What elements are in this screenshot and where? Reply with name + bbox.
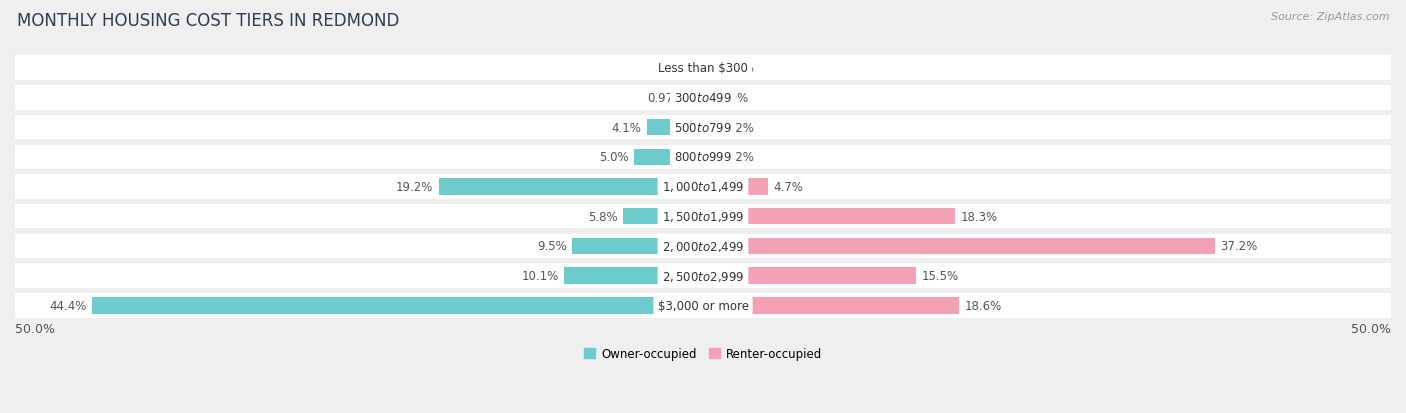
- Text: 19.2%: 19.2%: [396, 180, 433, 194]
- Text: 18.6%: 18.6%: [965, 299, 1001, 312]
- Text: 10.1%: 10.1%: [522, 269, 558, 282]
- Text: 0.97%: 0.97%: [647, 92, 685, 104]
- Text: $800 to $999: $800 to $999: [673, 151, 733, 164]
- FancyBboxPatch shape: [15, 116, 1391, 140]
- Text: 4.7%: 4.7%: [773, 180, 803, 194]
- Bar: [439, 179, 703, 195]
- Text: $3,000 or more: $3,000 or more: [658, 299, 748, 312]
- Text: $1,500 to $1,999: $1,500 to $1,999: [662, 210, 744, 224]
- Bar: [703, 179, 768, 195]
- Text: $2,500 to $2,999: $2,500 to $2,999: [662, 269, 744, 283]
- Text: 1.2%: 1.2%: [725, 121, 755, 134]
- Text: 15.5%: 15.5%: [922, 269, 959, 282]
- Bar: [703, 90, 706, 106]
- FancyBboxPatch shape: [15, 175, 1391, 199]
- Text: 1.1%: 1.1%: [652, 62, 682, 75]
- Text: 5.8%: 5.8%: [588, 210, 617, 223]
- Bar: [634, 149, 703, 166]
- Bar: [703, 209, 955, 225]
- Text: MONTHLY HOUSING COST TIERS IN REDMOND: MONTHLY HOUSING COST TIERS IN REDMOND: [17, 12, 399, 30]
- Bar: [703, 297, 959, 314]
- Text: Source: ZipAtlas.com: Source: ZipAtlas.com: [1271, 12, 1389, 22]
- Text: 1.2%: 1.2%: [725, 151, 755, 164]
- Text: $2,000 to $2,499: $2,000 to $2,499: [662, 239, 744, 253]
- FancyBboxPatch shape: [15, 234, 1391, 259]
- Bar: [572, 238, 703, 254]
- Text: 5.0%: 5.0%: [599, 151, 628, 164]
- Text: $300 to $499: $300 to $499: [673, 92, 733, 104]
- Text: 50.0%: 50.0%: [15, 322, 55, 335]
- Bar: [703, 120, 720, 136]
- Text: 50.0%: 50.0%: [1351, 322, 1391, 335]
- Text: 4.1%: 4.1%: [612, 121, 641, 134]
- Bar: [703, 268, 917, 284]
- Text: 37.2%: 37.2%: [1220, 240, 1257, 253]
- Legend: Owner-occupied, Renter-occupied: Owner-occupied, Renter-occupied: [579, 342, 827, 365]
- FancyBboxPatch shape: [15, 86, 1391, 110]
- Text: $500 to $799: $500 to $799: [673, 121, 733, 134]
- Text: 18.3%: 18.3%: [960, 210, 997, 223]
- Bar: [690, 90, 703, 106]
- Bar: [688, 60, 703, 76]
- Bar: [703, 238, 1215, 254]
- Bar: [647, 120, 703, 136]
- Bar: [623, 209, 703, 225]
- FancyBboxPatch shape: [15, 264, 1391, 288]
- Text: Less than $300: Less than $300: [658, 62, 748, 75]
- Text: 0.19%: 0.19%: [711, 92, 748, 104]
- Text: 9.5%: 9.5%: [537, 240, 567, 253]
- Text: $1,000 to $1,499: $1,000 to $1,499: [662, 180, 744, 194]
- FancyBboxPatch shape: [15, 145, 1391, 169]
- FancyBboxPatch shape: [15, 56, 1391, 81]
- FancyBboxPatch shape: [15, 294, 1391, 318]
- Text: 1.2%: 1.2%: [725, 62, 755, 75]
- Text: 44.4%: 44.4%: [49, 299, 87, 312]
- FancyBboxPatch shape: [15, 204, 1391, 229]
- Bar: [703, 60, 720, 76]
- Bar: [564, 268, 703, 284]
- Bar: [703, 149, 720, 166]
- Bar: [91, 297, 703, 314]
